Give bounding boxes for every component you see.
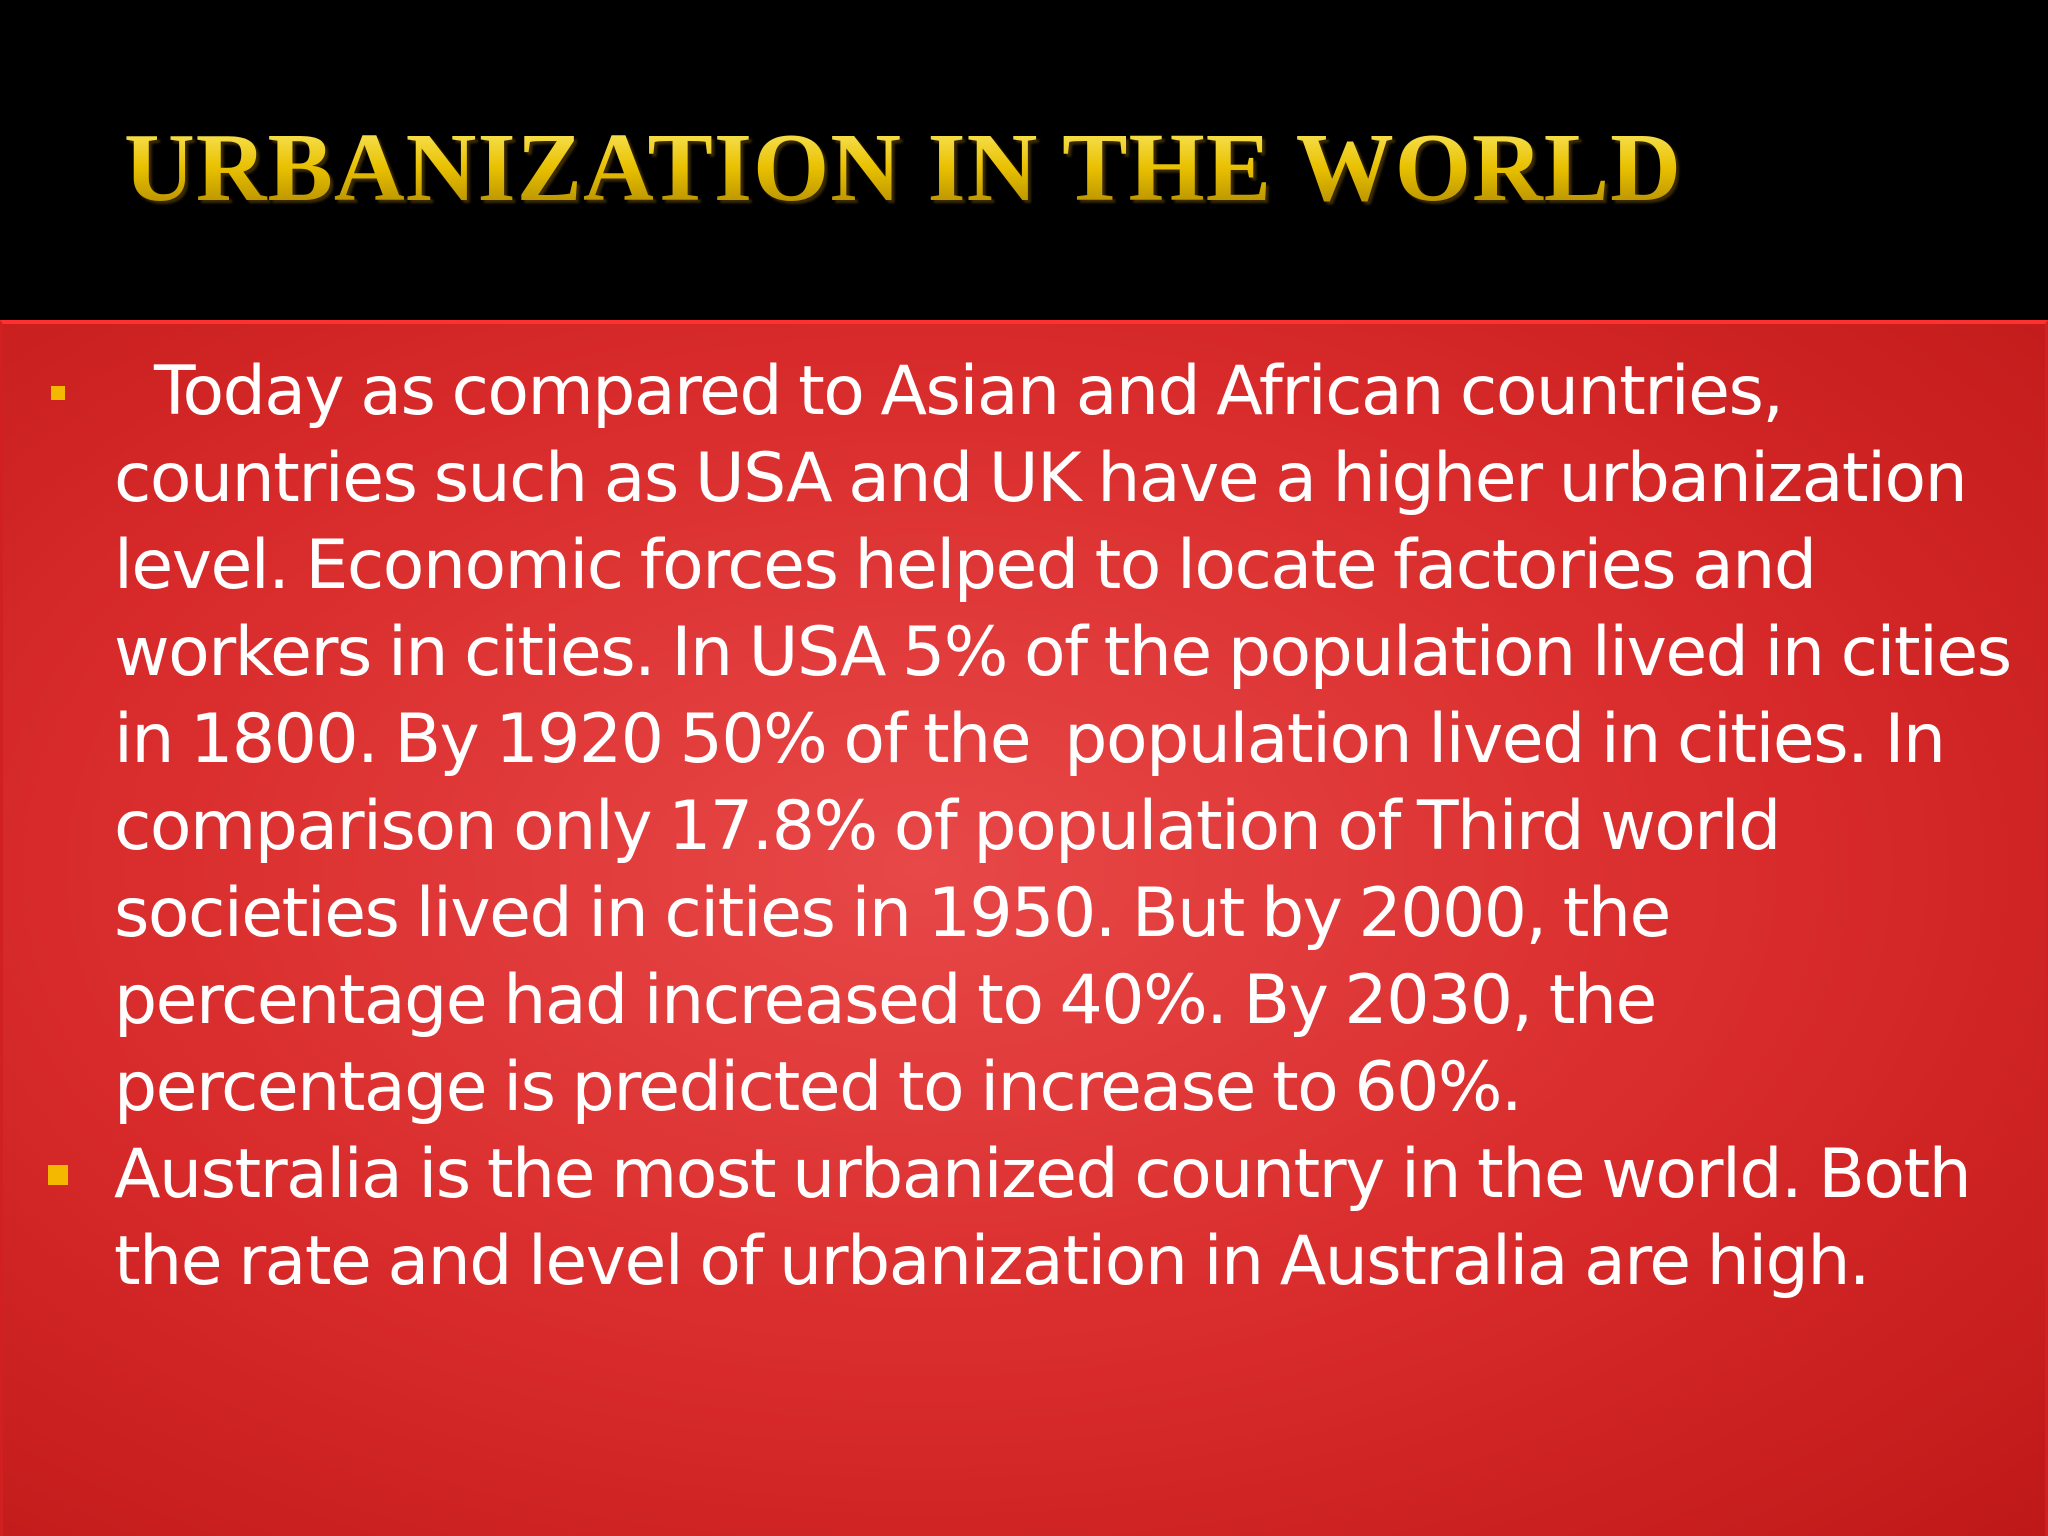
header: URBANIZATION IN THE WORLD	[0, 0, 2048, 320]
bullet: Australia is the most urbanized country …	[48, 1131, 2039, 1305]
content-area: Today as compared to Asian and African c…	[0, 320, 2048, 1536]
bullet-list: Today as compared to Asian and African c…	[48, 348, 2039, 1305]
bullet: Today as compared to Asian and African c…	[51, 348, 2039, 1131]
title: URBANIZATION IN THE WORLD	[124, 114, 1682, 222]
